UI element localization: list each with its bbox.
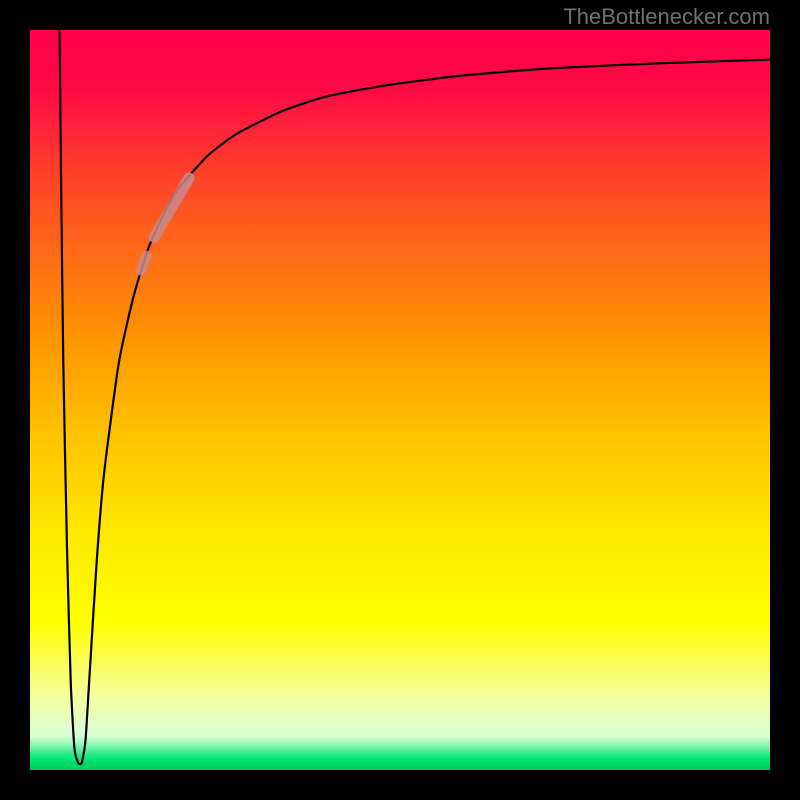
gradient-background	[30, 30, 770, 770]
bottleneck-chart	[30, 30, 770, 770]
chart-container	[30, 30, 770, 770]
watermark-text: TheBottlenecker.com	[563, 4, 770, 30]
